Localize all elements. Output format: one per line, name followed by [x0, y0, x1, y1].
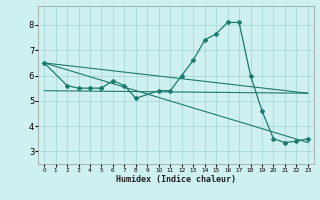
- X-axis label: Humidex (Indice chaleur): Humidex (Indice chaleur): [116, 175, 236, 184]
